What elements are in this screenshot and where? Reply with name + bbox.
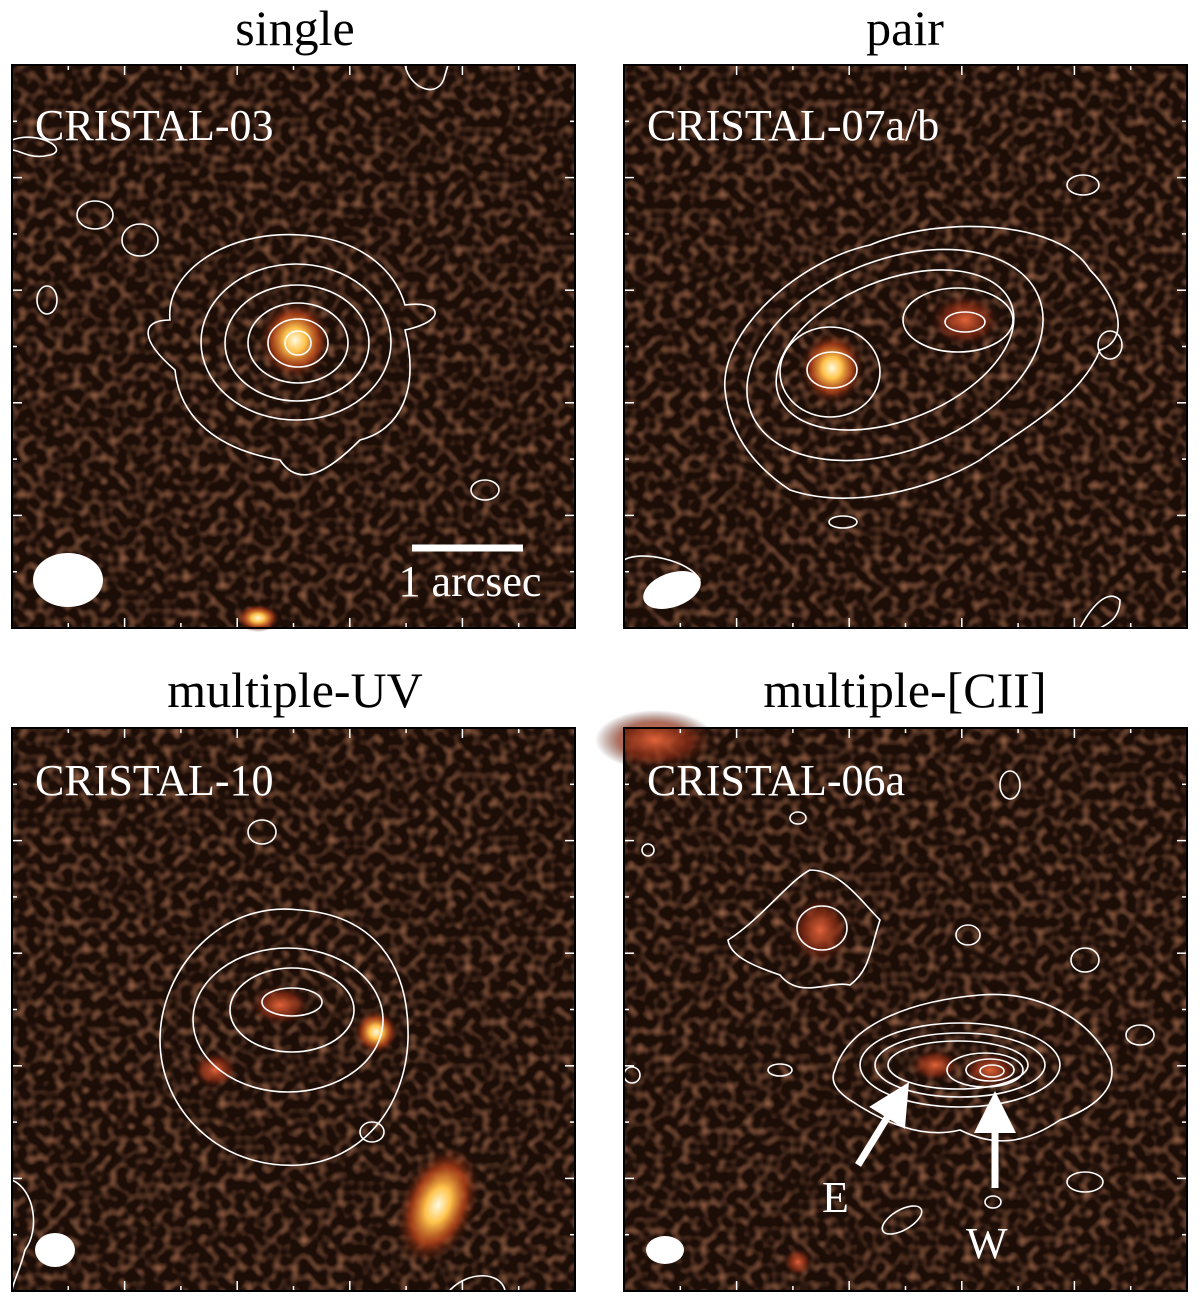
contour	[979, 1064, 1005, 1078]
contour	[789, 811, 807, 825]
source	[395, 1145, 481, 1265]
contour	[902, 287, 1014, 353]
annotation: E	[822, 1173, 849, 1222]
contour	[1070, 947, 1100, 973]
contour	[999, 770, 1021, 800]
contour	[1125, 1024, 1155, 1046]
panel-title: pair	[866, 0, 944, 56]
scale-bar-label: 1 arcsec	[399, 557, 542, 606]
contour	[11, 136, 58, 158]
contour	[147, 233, 436, 476]
contour	[779, 326, 881, 418]
panel-title: single	[235, 0, 354, 56]
panel: 1 arcsec CRISTAL-03	[11, 64, 575, 632]
panel-title: multiple-UV	[167, 662, 423, 718]
contour	[965, 1058, 1015, 1082]
contour	[470, 479, 500, 501]
source	[193, 1052, 237, 1088]
contour	[247, 819, 277, 845]
beam	[33, 553, 103, 607]
contour	[224, 284, 370, 402]
panel-frame	[623, 64, 1188, 629]
source	[250, 985, 310, 1025]
panel-frame	[11, 64, 576, 629]
panel-frame	[623, 727, 1188, 1292]
contour	[359, 1121, 385, 1143]
image-noise	[624, 65, 1187, 628]
target-label: CRISTAL-06a	[647, 756, 905, 805]
contour	[775, 269, 1015, 431]
contour	[724, 225, 1119, 499]
source	[259, 300, 331, 380]
frames	[11, 64, 1188, 1292]
contour	[159, 908, 409, 1166]
contour	[944, 311, 986, 333]
target-label: CRISTAL-07a/b	[647, 101, 939, 150]
panel: CRISTAL-07a/b	[623, 65, 1187, 629]
contour	[36, 285, 58, 315]
target-label: CRISTAL-10	[35, 756, 273, 805]
source	[784, 1248, 812, 1276]
source	[236, 604, 280, 632]
contour	[284, 330, 312, 356]
contour	[859, 1022, 1061, 1108]
contour	[806, 351, 858, 389]
contour	[746, 248, 1044, 462]
beam	[35, 1233, 75, 1267]
contour	[828, 515, 858, 529]
contour	[192, 947, 384, 1093]
contour	[76, 200, 114, 230]
contour	[767, 1063, 793, 1077]
source	[910, 1049, 960, 1081]
panel: E W CRISTAL-06a	[595, 710, 1187, 1290]
annotation: W	[966, 1219, 1008, 1268]
contour	[727, 869, 881, 989]
contour	[121, 223, 159, 257]
beam	[646, 1236, 684, 1264]
contour	[449, 1275, 506, 1291]
beam	[643, 571, 701, 609]
arrow	[855, 1082, 910, 1167]
contour	[796, 905, 848, 951]
contour	[887, 1040, 1029, 1090]
contour	[11, 1179, 35, 1291]
source	[354, 1010, 398, 1054]
contour	[874, 1032, 1046, 1098]
contour	[623, 555, 701, 581]
contour	[267, 318, 329, 368]
contour	[261, 987, 323, 1017]
contour	[984, 1195, 1002, 1209]
contour	[1066, 174, 1100, 196]
contour	[955, 924, 981, 946]
panel: CRISTAL-10	[11, 728, 575, 1291]
contour	[1097, 330, 1123, 360]
contour	[229, 967, 355, 1053]
contour	[641, 843, 655, 857]
source	[930, 294, 1000, 346]
panel-frame	[11, 727, 576, 1292]
contour	[832, 993, 1113, 1142]
source	[800, 332, 864, 404]
contour	[404, 64, 449, 91]
contour	[1079, 595, 1121, 629]
panel-title: multiple-[CII]	[763, 662, 1046, 718]
contour	[200, 263, 392, 421]
target-label: CRISTAL-03	[35, 101, 273, 150]
contour	[1066, 1171, 1104, 1193]
contour	[881, 1205, 923, 1235]
contour	[247, 302, 349, 384]
contour	[946, 1052, 1024, 1088]
